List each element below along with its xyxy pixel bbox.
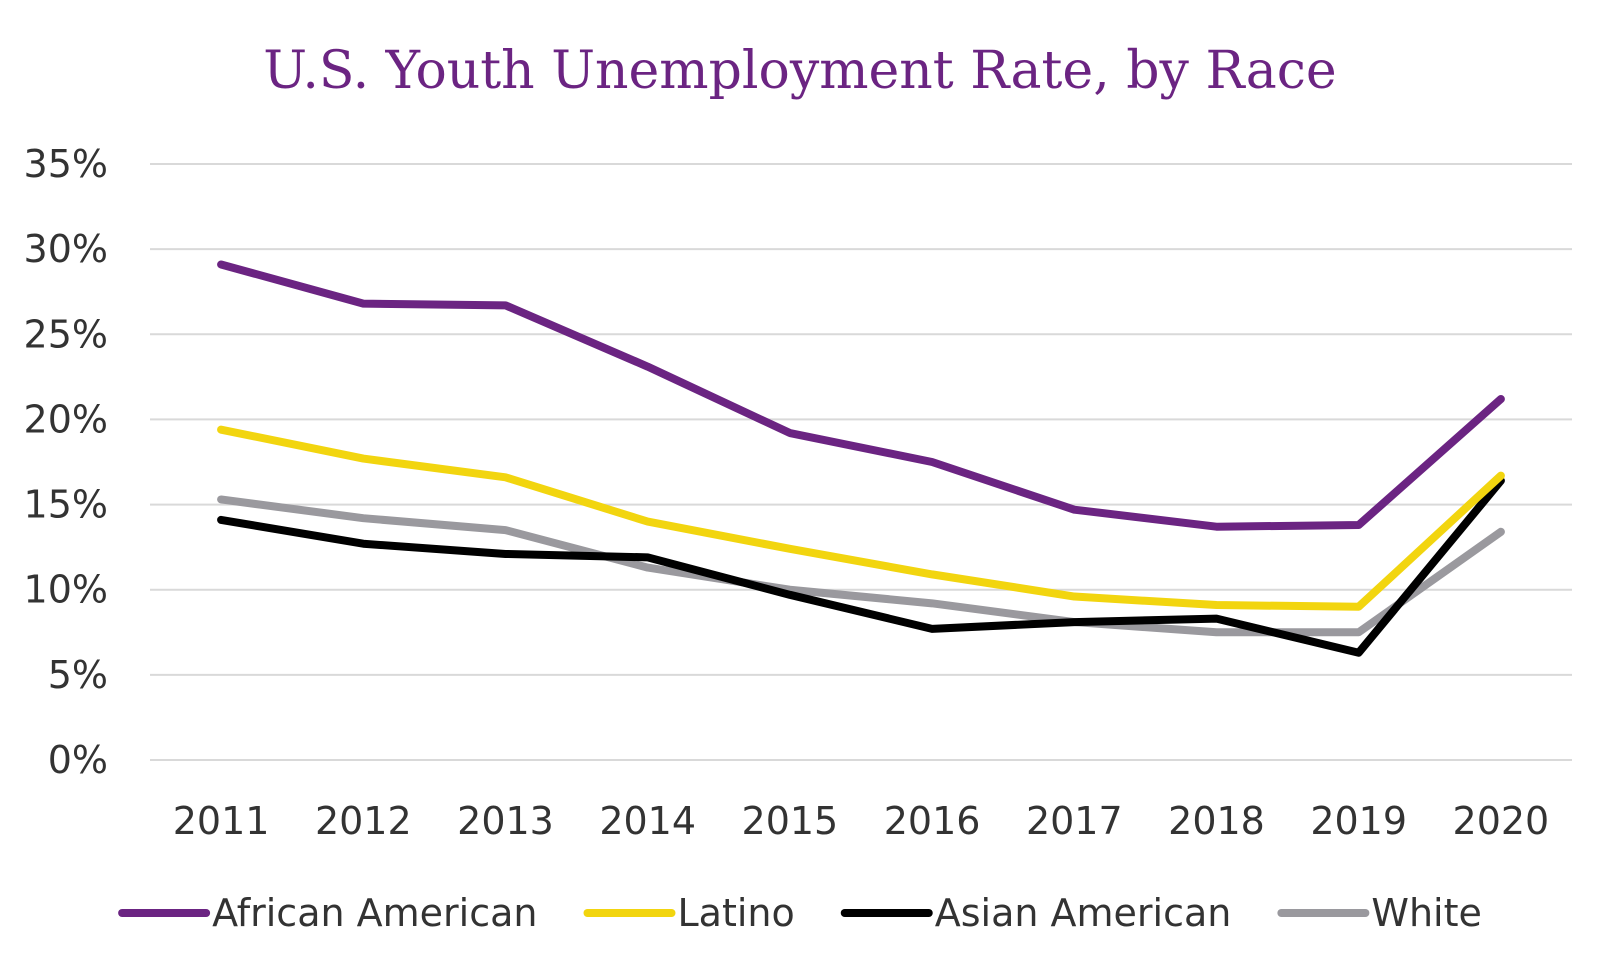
y-tick-label: 25%: [24, 312, 108, 356]
x-tick-label: 2016: [884, 799, 981, 843]
series-line-latino: [217, 425, 1505, 611]
x-tick-label: 2018: [1168, 799, 1265, 843]
x-tick-label: 2011: [173, 799, 270, 843]
legend-label-latino: Latino: [677, 891, 794, 935]
y-tick-label: 10%: [24, 568, 108, 612]
x-tick-label: 2017: [1026, 799, 1123, 843]
y-tick-label: 35%: [24, 142, 108, 186]
y-tick-label: 5%: [48, 653, 108, 697]
y-tick-label: 20%: [24, 397, 108, 441]
legend: African American Latino Asian American Whit…: [118, 891, 1482, 935]
y-tick-label: 30%: [24, 227, 108, 271]
x-tick-label: 2015: [742, 799, 839, 843]
legend-label-white: White: [1371, 891, 1482, 935]
x-axis-ticks: 2011 2012 2013 2014 2015 2016 2017 2018 2019 2020: [173, 799, 1550, 843]
y-axis-ticks: 0% 5% 10% 15% 20% 25% 30% 35%: [24, 142, 108, 782]
legend-label-asian-american: Asian American: [935, 891, 1232, 935]
x-tick-label: 2019: [1310, 799, 1407, 843]
series-lines: [217, 260, 1505, 657]
gridlines: [150, 163, 1572, 761]
x-tick-label: 2013: [457, 799, 554, 843]
chart-title: U.S. Youth Unemployment Rate, by Race: [263, 41, 1336, 101]
series-line-african-american: [217, 260, 1505, 531]
y-tick-label: 15%: [24, 483, 108, 527]
x-tick-label: 2020: [1453, 799, 1550, 843]
legend-label-african-american: African American: [212, 891, 537, 935]
x-tick-label: 2014: [599, 799, 696, 843]
x-tick-label: 2012: [315, 799, 412, 843]
series-line-asian-american: [217, 476, 1505, 657]
y-tick-label: 0%: [48, 738, 108, 782]
